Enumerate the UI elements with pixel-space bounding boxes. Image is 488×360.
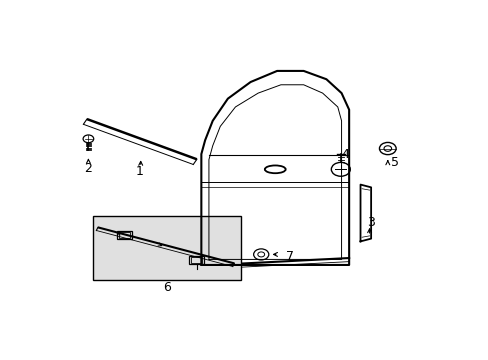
Bar (189, 256, 204, 264)
Text: 3: 3 (366, 216, 374, 229)
Bar (119, 232, 130, 238)
Text: 7: 7 (285, 250, 294, 263)
Bar (191, 257, 202, 263)
Bar (117, 231, 132, 239)
Text: 6: 6 (163, 281, 171, 294)
Text: 2: 2 (84, 162, 92, 175)
Text: 1: 1 (136, 165, 143, 178)
Text: 5: 5 (390, 157, 399, 170)
Bar (93, 216, 241, 280)
Text: 4: 4 (341, 148, 348, 161)
